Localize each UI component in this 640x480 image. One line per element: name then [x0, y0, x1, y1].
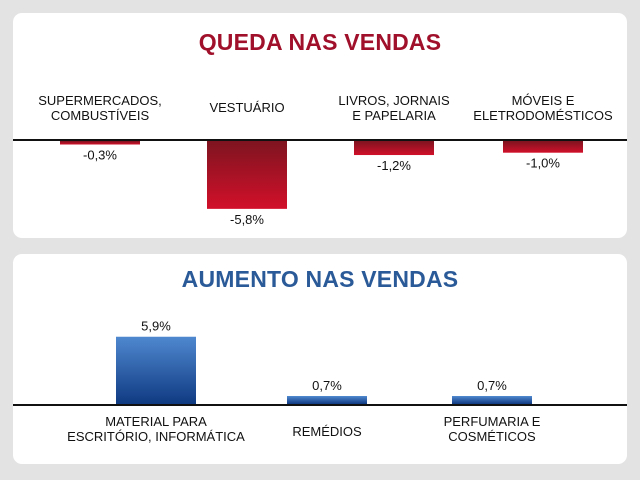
decrease-category-label: VESTUÁRIO: [209, 100, 284, 115]
decrease-panel: QUEDA NAS VENDAS -0,3% SUPERMERCADOS, COMB…: [13, 13, 627, 238]
decrease-bar: [354, 141, 434, 156]
decrease-value-label: -1,0%: [526, 156, 560, 171]
decrease-bar: [207, 141, 287, 209]
increase-category-label: REMÉDIOS: [292, 424, 362, 439]
decrease-chart-title: QUEDA NAS VENDAS: [198, 29, 442, 55]
increase-bar: [116, 336, 196, 404]
decrease-category-label: MÓVEIS E ELETRODOMÉSTICOS: [473, 93, 613, 123]
increase-category-label: PERFUMARIA E COSMÉTICOS: [444, 414, 541, 444]
decrease-category-label: SUPERMERCADOS, COMBUSTÍVEIS: [38, 93, 162, 123]
increase-value-label: 0,7%: [477, 378, 507, 393]
increase-category-label: MATERIAL PARA ESCRITÓRIO, INFORMÁTICA: [67, 414, 245, 444]
increase-chart-title: AUMENTO NAS VENDAS: [181, 266, 459, 292]
decrease-value-label: -5,8%: [230, 212, 264, 227]
increase-value-label: 0,7%: [312, 378, 342, 393]
decrease-value-label: -1,2%: [377, 158, 411, 173]
increase-panel: AUMENTO NAS VENDAS 5,9% MATERIAL PARA ESCR…: [13, 254, 627, 464]
decrease-bar-chart: -0,3% SUPERMERCADOS, COMBUSTÍVEIS -5,8% VEST…: [13, 93, 627, 227]
decrease-bar: [60, 141, 140, 145]
decrease-category-label: LIVROS, JORNAIS E PAPELARIA: [338, 93, 450, 123]
increase-bar: [287, 396, 367, 404]
increase-value-label: 5,9%: [141, 319, 171, 334]
increase-bar-chart: 5,9% MATERIAL PARA ESCRITÓRIO, INFORMÁTICA…: [13, 319, 627, 444]
increase-bar: [452, 396, 532, 404]
decrease-bar: [503, 141, 583, 153]
decrease-value-label: -0,3%: [83, 148, 117, 163]
